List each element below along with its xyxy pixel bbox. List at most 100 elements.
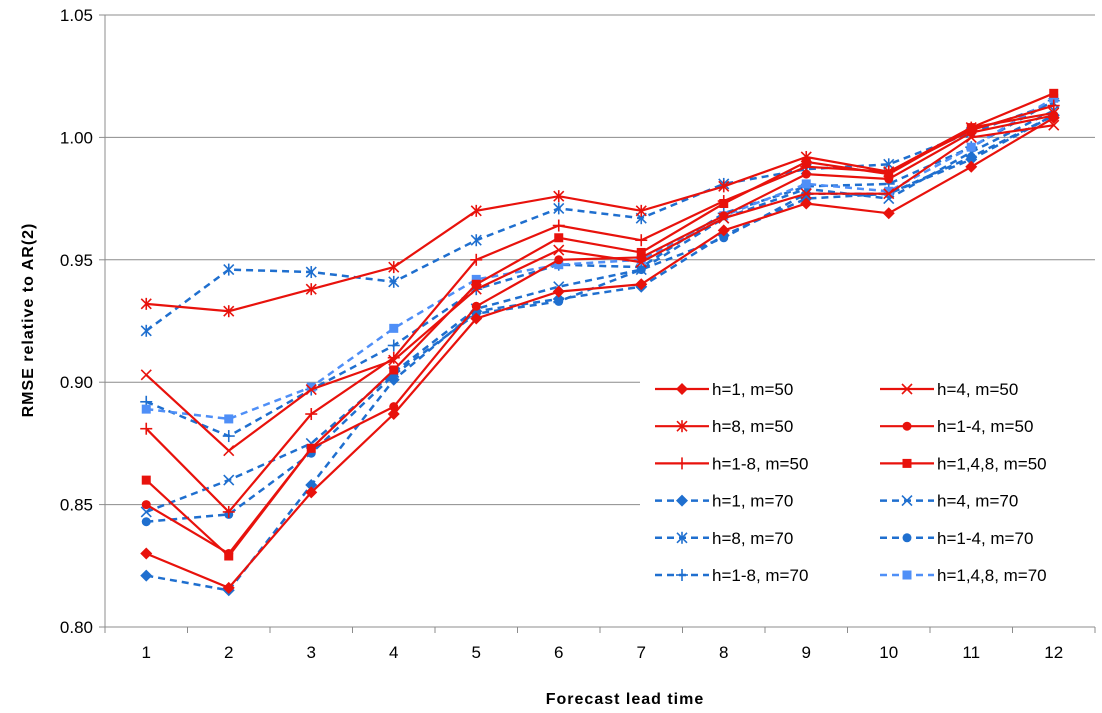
data-point	[1047, 99, 1060, 112]
legend-marker	[676, 420, 688, 433]
data-point	[966, 152, 976, 162]
data-point	[223, 445, 235, 457]
data-point	[388, 261, 400, 274]
x-tick-label: 12	[1044, 643, 1063, 662]
legend-item: h=1,4,8, m=50	[880, 454, 1047, 473]
y-axis-title: RMSE relative to AR(2)	[20, 223, 37, 418]
legend-label: h=1,4,8, m=50	[937, 454, 1047, 473]
data-point	[884, 186, 894, 196]
data-point	[801, 169, 811, 179]
data-point	[387, 339, 400, 352]
legend-marker	[902, 533, 912, 543]
series-line	[146, 97, 1055, 421]
legend-item: h=4, m=70	[880, 492, 1018, 511]
data-point	[305, 283, 317, 296]
data-point	[222, 430, 235, 443]
data-point	[801, 157, 811, 167]
series-line	[145, 92, 1055, 558]
data-point	[141, 475, 151, 485]
legend-label: h=1, m=50	[712, 380, 793, 399]
legend-label: h=8, m=70	[712, 529, 793, 548]
legend-item: h=1, m=50	[655, 380, 793, 399]
legend-label: h=1, m=70	[712, 492, 793, 511]
data-point	[141, 500, 151, 510]
x-tick-label: 5	[472, 643, 481, 662]
legend-item: h=1-4, m=70	[880, 529, 1033, 548]
data-point	[965, 160, 978, 173]
legend-marker	[901, 383, 913, 395]
series-lines	[140, 88, 1060, 597]
data-point	[554, 255, 564, 265]
data-point	[388, 275, 400, 288]
data-point	[553, 202, 565, 215]
data-point	[800, 188, 812, 200]
data-point	[140, 422, 153, 435]
series-line	[145, 99, 1055, 438]
legend-item: h=1-8, m=50	[655, 454, 808, 473]
series-line	[145, 104, 1055, 514]
data-point	[471, 279, 481, 289]
data-point	[389, 365, 399, 375]
data-point	[719, 211, 729, 221]
data-point	[1048, 119, 1060, 131]
x-tick-label: 10	[879, 643, 898, 662]
legend-item: h=4, m=50	[880, 380, 1018, 399]
data-point	[883, 188, 895, 200]
data-point	[140, 506, 152, 518]
legend-label: h=1,4,8, m=70	[937, 566, 1047, 585]
data-point	[470, 234, 482, 247]
x-tick-label: 6	[554, 643, 563, 662]
series-line	[145, 101, 1055, 332]
y-tick-label: 1.05	[60, 6, 93, 25]
legend-label: h=1-4, m=70	[937, 529, 1033, 548]
x-tick-label: 11	[962, 643, 980, 662]
data-point	[801, 179, 811, 189]
data-point	[719, 233, 729, 243]
series-h-8-m-70	[140, 97, 1060, 337]
x-tick-label: 2	[224, 643, 233, 662]
data-point	[470, 253, 483, 266]
data-point	[554, 296, 564, 306]
data-point	[717, 224, 730, 237]
data-point	[552, 219, 565, 232]
legend-marker	[902, 570, 912, 580]
data-point	[553, 244, 565, 256]
legend-marker	[902, 458, 912, 468]
y-tick-label: 0.85	[60, 496, 93, 515]
legend-item: h=1-8, m=70	[655, 566, 808, 585]
data-point	[141, 517, 151, 527]
data-point	[140, 297, 152, 310]
data-point	[305, 383, 317, 396]
x-axis-title: Forecast lead time	[546, 691, 705, 708]
y-tick-label: 1.00	[60, 128, 93, 147]
data-point	[882, 207, 895, 220]
data-point	[141, 404, 151, 414]
series-line	[145, 116, 1055, 590]
y-tick-label: 0.80	[60, 618, 93, 637]
data-point	[553, 190, 565, 203]
data-point	[635, 234, 648, 247]
x-tick-label: 9	[802, 643, 811, 662]
legend-item: h=1,4,8, m=70	[880, 566, 1047, 585]
data-point	[140, 369, 152, 381]
x-tick-label: 1	[142, 643, 151, 662]
data-point	[966, 142, 976, 152]
data-point	[387, 351, 400, 364]
data-point	[552, 285, 565, 298]
axes: 0.800.850.900.951.001.051 2 3 4 5 6 7 8 9 10 11 12	[60, 6, 1096, 662]
legend-marker	[676, 569, 688, 581]
data-point	[389, 402, 399, 412]
data-point	[1049, 93, 1059, 103]
data-point	[223, 474, 235, 486]
x-tick-label: 4	[389, 643, 398, 662]
data-point	[222, 581, 235, 594]
data-point	[1049, 88, 1059, 98]
legend: h=1, m=50 h=4, m=50 h=8, m=50 h=1-4, m=50 h=…	[655, 380, 1047, 585]
data-point	[719, 198, 729, 208]
legend-marker	[676, 494, 688, 507]
legend-item: h=1-4, m=50	[880, 417, 1033, 436]
y-tick-label: 0.95	[60, 251, 93, 270]
data-point	[140, 547, 153, 560]
